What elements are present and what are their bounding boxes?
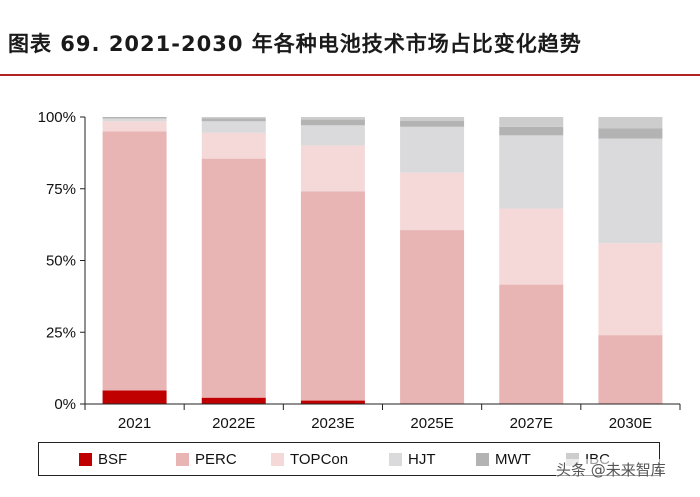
bar-topcon-2022e xyxy=(201,132,266,159)
bar-topcon-2030e xyxy=(598,243,663,336)
bar-perc-2021 xyxy=(102,131,167,391)
legend-swatch xyxy=(176,453,189,466)
bars-layer xyxy=(102,117,663,404)
bar-ibc-2023e xyxy=(300,117,365,120)
bar-mwt-2030e xyxy=(598,128,663,139)
y-tick-label: 75% xyxy=(46,181,76,198)
bar-topcon-2023e xyxy=(300,145,365,192)
bar-mwt-2022e xyxy=(201,118,266,122)
watermark: 头条 @未来智库 xyxy=(556,459,666,480)
bar-perc-2022e xyxy=(201,158,266,398)
title-divider xyxy=(0,74,700,76)
bar-perc-2030e xyxy=(598,335,663,404)
legend-item-bsf: BSF xyxy=(79,451,127,468)
legend-item-topcon: TOPCon xyxy=(271,451,348,468)
bar-mwt-2023e xyxy=(300,119,365,126)
bar-ibc-2022e xyxy=(201,117,266,119)
bar-bsf-2023e xyxy=(300,400,365,404)
legend-item-mwt: MWT xyxy=(476,451,531,468)
bar-ibc-2030e xyxy=(598,117,663,129)
y-tick-label: 100% xyxy=(38,109,76,126)
bar-mwt-2021 xyxy=(102,117,167,119)
bar-bsf-2022e xyxy=(201,397,266,404)
legend-label: MWT xyxy=(495,451,531,468)
legend-item-perc: PERC xyxy=(176,451,237,468)
x-tick-label: 2023E xyxy=(311,415,354,432)
legend-swatch xyxy=(79,453,92,466)
legend-swatch xyxy=(271,453,284,466)
x-tick-label: 2021 xyxy=(118,415,151,432)
y-tick-label: 25% xyxy=(46,324,76,341)
stacked-bar-chart: 0% 25% 50% 75% 100% 2021 2022E 2023E 2025E 2027E 2… xyxy=(38,109,681,432)
bar-bsf-2021 xyxy=(102,390,167,404)
legend-label: PERC xyxy=(195,451,237,468)
legend-label: BSF xyxy=(98,451,128,468)
bar-perc-2025e xyxy=(400,230,465,404)
x-tick-label: 2027E xyxy=(510,415,553,432)
legend-item-hjt: HJT xyxy=(389,451,436,468)
legend: BSFPERCTOPConHJTMWTIBC xyxy=(38,442,660,476)
bar-hjt-2023e xyxy=(300,125,365,146)
legend-label: TOPCon xyxy=(290,451,349,468)
bar-hjt-2027e xyxy=(499,135,564,209)
bar-hjt-2025e xyxy=(400,126,465,173)
legend-swatch xyxy=(476,453,489,466)
bar-topcon-2021 xyxy=(102,121,167,132)
bar-perc-2023e xyxy=(300,191,365,401)
y-tick-label: 0% xyxy=(54,396,76,413)
bar-hjt-2030e xyxy=(598,138,663,244)
bar-topcon-2027e xyxy=(499,208,564,285)
bar-ibc-2025e xyxy=(400,117,465,122)
y-tick-label: 50% xyxy=(46,253,76,270)
axis-layer: 0% 25% 50% 75% 100% 2021 2022E 2023E 2025E 2027E 2… xyxy=(38,109,681,432)
x-tick-label: 2030E xyxy=(609,415,652,432)
x-tick-label: 2025E xyxy=(410,415,453,432)
bar-hjt-2022e xyxy=(201,121,266,133)
chart-title: 图表 69. 2021-2030 年各种电池技术市场占比变化趋势 xyxy=(8,32,582,56)
bar-topcon-2025e xyxy=(400,172,465,231)
bar-ibc-2027e xyxy=(499,117,564,127)
legend-label: HJT xyxy=(408,451,436,468)
x-tick-label: 2022E xyxy=(212,415,255,432)
bar-mwt-2025e xyxy=(400,121,465,127)
bar-hjt-2021 xyxy=(102,118,167,122)
legend-swatch xyxy=(389,453,402,466)
bar-perc-2027e xyxy=(499,284,564,404)
bar-mwt-2027e xyxy=(499,126,564,136)
